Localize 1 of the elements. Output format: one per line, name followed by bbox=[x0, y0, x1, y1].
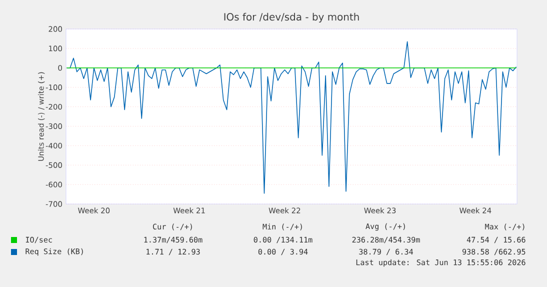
chart-title: IOs for /dev/sda - by month bbox=[224, 12, 359, 23]
